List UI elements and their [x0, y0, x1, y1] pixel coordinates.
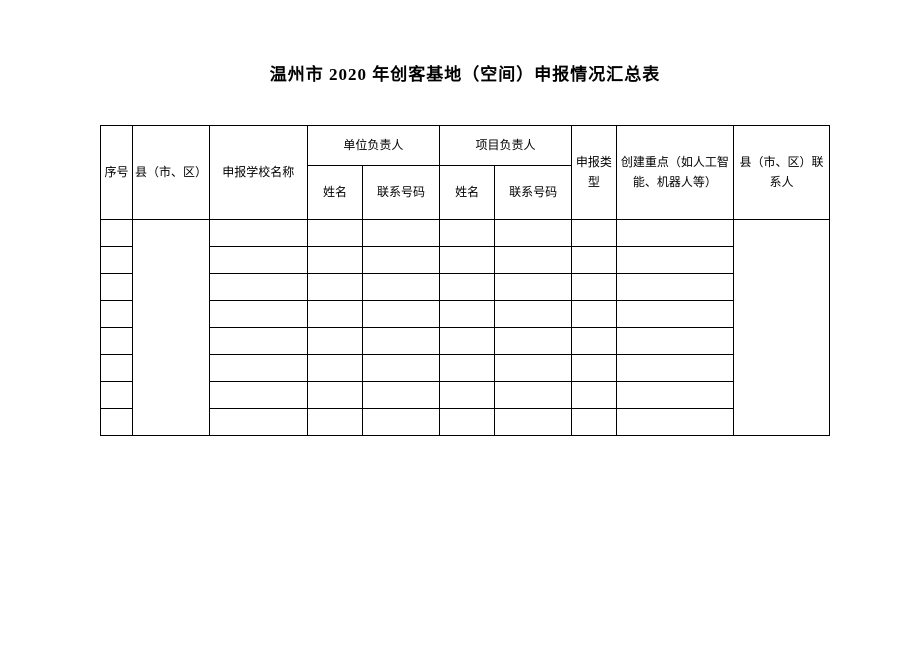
cell-unit-name	[307, 274, 362, 301]
cell-project-name	[439, 274, 494, 301]
cell-unit-phone	[363, 220, 440, 247]
cell-type	[572, 328, 617, 355]
cell-seq	[101, 274, 133, 301]
cell-focus	[616, 220, 733, 247]
cell-unit-name	[307, 355, 362, 382]
header-contact: 县（市、区）联系人	[734, 126, 830, 220]
cell-project-phone	[495, 247, 572, 274]
cell-type	[572, 382, 617, 409]
cell-unit-phone	[363, 409, 440, 436]
table-row	[101, 301, 830, 328]
table-row	[101, 328, 830, 355]
cell-project-phone	[495, 220, 572, 247]
cell-project-name	[439, 220, 494, 247]
table-body	[101, 220, 830, 436]
header-unit-phone: 联系号码	[363, 166, 440, 220]
cell-type	[572, 409, 617, 436]
cell-unit-name	[307, 382, 362, 409]
cell-type	[572, 301, 617, 328]
cell-unit-phone	[363, 328, 440, 355]
cell-unit-phone	[363, 274, 440, 301]
cell-focus	[616, 409, 733, 436]
cell-seq	[101, 301, 133, 328]
cell-project-name	[439, 301, 494, 328]
header-apply-type: 申报类型	[572, 126, 617, 220]
cell-unit-name	[307, 301, 362, 328]
header-focus: 创建重点（如人工智能、机器人等）	[616, 126, 733, 220]
cell-seq	[101, 247, 133, 274]
summary-table: 序号 县（市、区） 申报学校名称 单位负责人 项目负责人 申报类型 创建重点（如…	[100, 125, 830, 436]
cell-seq	[101, 409, 133, 436]
cell-unit-name	[307, 220, 362, 247]
cell-seq	[101, 355, 133, 382]
cell-school	[209, 355, 307, 382]
cell-contact-merged	[734, 220, 830, 436]
cell-project-name	[439, 382, 494, 409]
cell-school	[209, 301, 307, 328]
cell-school	[209, 247, 307, 274]
table-row	[101, 382, 830, 409]
cell-project-name	[439, 355, 494, 382]
cell-focus	[616, 382, 733, 409]
cell-project-phone	[495, 274, 572, 301]
cell-school	[209, 274, 307, 301]
cell-seq	[101, 328, 133, 355]
header-unit-leader: 单位负责人	[307, 126, 439, 166]
cell-school	[209, 220, 307, 247]
cell-type	[572, 274, 617, 301]
cell-unit-phone	[363, 382, 440, 409]
cell-seq	[101, 382, 133, 409]
cell-unit-name	[307, 328, 362, 355]
document-title: 温州市 2020 年创客基地（空间）申报情况汇总表	[100, 60, 830, 85]
cell-unit-phone	[363, 355, 440, 382]
cell-focus	[616, 301, 733, 328]
header-unit-name: 姓名	[307, 166, 362, 220]
cell-type	[572, 220, 617, 247]
cell-project-phone	[495, 301, 572, 328]
table-header-row-1: 序号 县（市、区） 申报学校名称 单位负责人 项目负责人 申报类型 创建重点（如…	[101, 126, 830, 166]
cell-type	[572, 355, 617, 382]
cell-project-phone	[495, 409, 572, 436]
cell-project-phone	[495, 328, 572, 355]
cell-project-phone	[495, 355, 572, 382]
cell-unit-phone	[363, 301, 440, 328]
cell-school	[209, 409, 307, 436]
table-row	[101, 274, 830, 301]
cell-focus	[616, 355, 733, 382]
cell-seq	[101, 220, 133, 247]
table-row	[101, 355, 830, 382]
cell-project-name	[439, 328, 494, 355]
table-row	[101, 409, 830, 436]
cell-unit-name	[307, 409, 362, 436]
header-school: 申报学校名称	[209, 126, 307, 220]
header-project-phone: 联系号码	[495, 166, 572, 220]
table-row	[101, 247, 830, 274]
cell-school	[209, 382, 307, 409]
header-project-name: 姓名	[439, 166, 494, 220]
cell-focus	[616, 328, 733, 355]
cell-project-name	[439, 247, 494, 274]
header-project-leader: 项目负责人	[439, 126, 571, 166]
cell-unit-name	[307, 247, 362, 274]
table-row	[101, 220, 830, 247]
cell-county-merged	[132, 220, 209, 436]
cell-project-phone	[495, 382, 572, 409]
cell-focus	[616, 247, 733, 274]
header-seq: 序号	[101, 126, 133, 220]
cell-focus	[616, 274, 733, 301]
cell-type	[572, 247, 617, 274]
header-county: 县（市、区）	[132, 126, 209, 220]
cell-project-name	[439, 409, 494, 436]
cell-school	[209, 328, 307, 355]
cell-unit-phone	[363, 247, 440, 274]
